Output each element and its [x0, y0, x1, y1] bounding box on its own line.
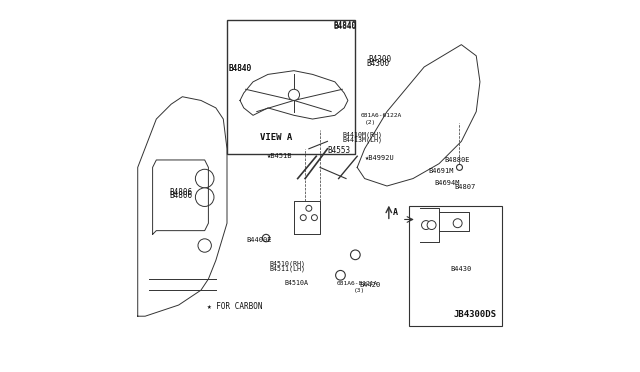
- Circle shape: [456, 164, 463, 170]
- Text: B4413M(LH): B4413M(LH): [342, 137, 382, 143]
- Text: B4840: B4840: [333, 21, 356, 30]
- Text: B4691M: B4691M: [428, 168, 453, 174]
- Text: B4511(LH): B4511(LH): [270, 266, 306, 272]
- Bar: [410, 206, 502, 326]
- Text: B4553: B4553: [328, 146, 351, 155]
- Text: B4806: B4806: [170, 188, 193, 197]
- Circle shape: [262, 234, 270, 242]
- Text: (2): (2): [365, 120, 376, 125]
- Text: (3): (3): [353, 288, 365, 293]
- Text: B4300: B4300: [369, 55, 392, 64]
- Text: B4420: B4420: [360, 282, 381, 288]
- Circle shape: [427, 221, 436, 230]
- Text: 081A6-6122A: 081A6-6122A: [361, 113, 402, 118]
- Circle shape: [351, 250, 360, 260]
- Circle shape: [422, 221, 431, 230]
- Text: B4430: B4430: [450, 266, 472, 272]
- Text: ★ FOR CARBON: ★ FOR CARBON: [207, 302, 262, 311]
- Text: B4510(RH): B4510(RH): [270, 261, 306, 267]
- Text: B4807: B4807: [454, 184, 475, 190]
- Text: B: B: [354, 252, 357, 257]
- Text: B4806: B4806: [170, 191, 193, 200]
- Circle shape: [195, 188, 214, 206]
- Circle shape: [453, 219, 462, 228]
- Text: JB4300DS: JB4300DS: [453, 310, 496, 319]
- Circle shape: [335, 270, 346, 280]
- Text: ★B4992U: ★B4992U: [365, 155, 394, 161]
- Text: VIEW A: VIEW A: [260, 133, 292, 142]
- Text: B4694M: B4694M: [435, 180, 460, 186]
- Text: B4840: B4840: [228, 64, 252, 73]
- Bar: [227, 20, 355, 154]
- Text: B4300: B4300: [367, 60, 390, 68]
- Text: B4840: B4840: [229, 64, 252, 73]
- Circle shape: [300, 215, 306, 221]
- Text: B4400E: B4400E: [246, 237, 272, 243]
- Text: B4510A: B4510A: [285, 280, 308, 286]
- Text: A: A: [392, 208, 397, 217]
- Circle shape: [312, 215, 317, 221]
- Text: B: B: [339, 273, 342, 278]
- Circle shape: [289, 89, 300, 100]
- Text: B4880E: B4880E: [445, 157, 470, 163]
- Text: 081A6-8121A: 081A6-8121A: [337, 281, 378, 286]
- Text: B4410M(RH): B4410M(RH): [342, 131, 382, 138]
- Circle shape: [195, 169, 214, 188]
- Text: ★B451B: ★B451B: [267, 153, 292, 159]
- Circle shape: [306, 205, 312, 211]
- Text: B4840: B4840: [333, 22, 356, 31]
- Circle shape: [198, 239, 211, 252]
